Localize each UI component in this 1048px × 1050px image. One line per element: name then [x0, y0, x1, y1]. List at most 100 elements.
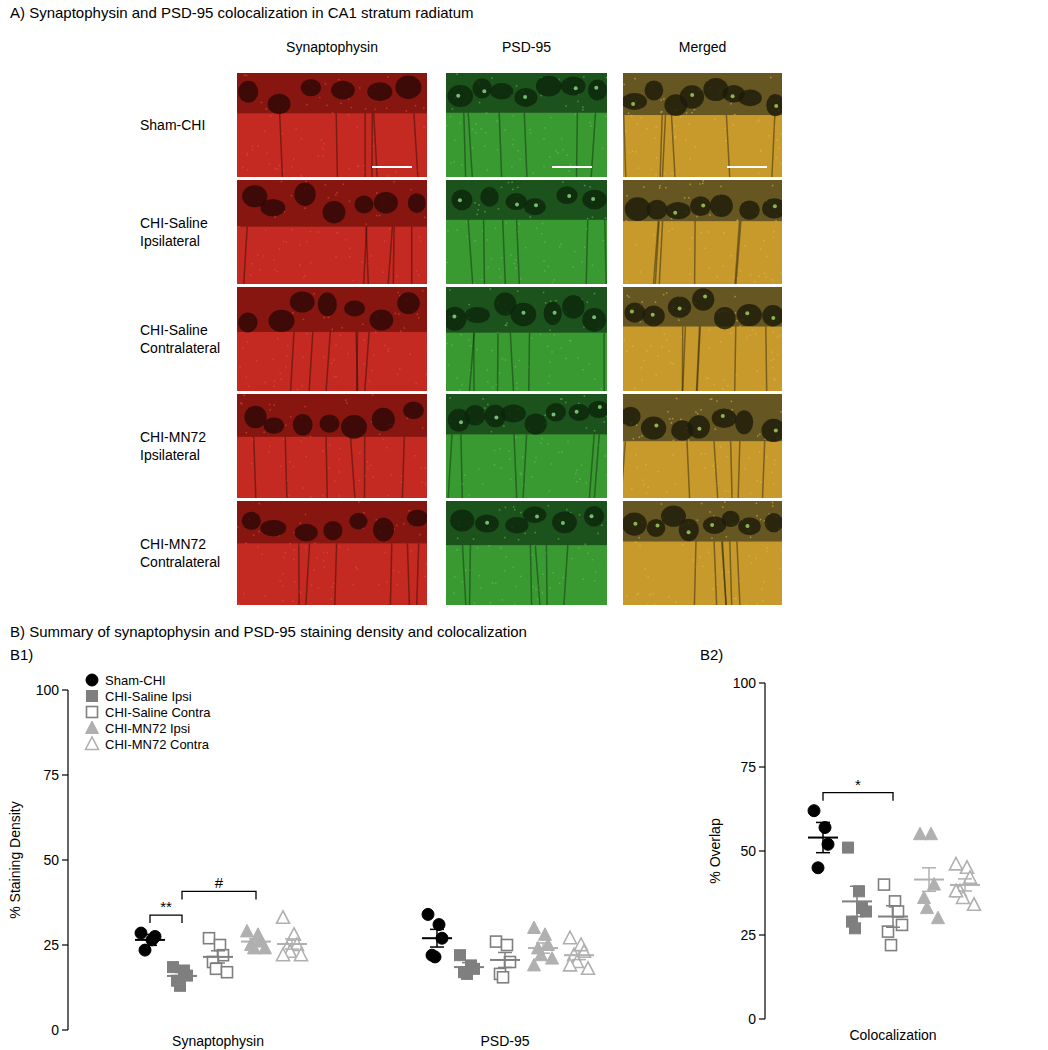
error-bar-cap: [816, 852, 830, 854]
speckle: [730, 333, 732, 335]
speckle: [265, 108, 267, 110]
dendrite: [503, 220, 506, 284]
speckle: [575, 473, 577, 475]
cell-body: [397, 292, 420, 314]
speckle: [328, 317, 330, 319]
column-header: Merged: [679, 39, 726, 55]
row-label: CHI-SalineContralateral: [140, 322, 220, 356]
speckle: [562, 577, 564, 579]
speckle: [778, 147, 780, 149]
dendrite: [483, 220, 485, 284]
speckle: [694, 109, 696, 111]
dendrite: [694, 221, 696, 284]
y-tick: [759, 850, 765, 851]
cell-body: [765, 513, 783, 532]
speckle: [513, 506, 515, 508]
legend-label: CHI-Saline Contra: [105, 705, 211, 720]
speckle: [727, 385, 729, 387]
data-point: [897, 919, 908, 930]
speckle: [492, 582, 494, 584]
speckle: [277, 338, 279, 340]
dendrite: [470, 333, 475, 391]
nucleolus: [721, 414, 725, 418]
micrograph-bg: [623, 180, 782, 284]
data-point: [843, 842, 854, 853]
y-tick: [62, 944, 68, 945]
speckle: [279, 165, 281, 167]
speckle: [586, 427, 588, 429]
speckle: [655, 137, 657, 139]
speckle: [293, 466, 295, 468]
speckle: [666, 292, 668, 294]
error-bar-cap: [462, 962, 476, 964]
speckle: [558, 538, 560, 540]
data-point: [491, 936, 502, 947]
speckle: [359, 480, 361, 482]
speckle: [334, 376, 336, 378]
speckle: [337, 232, 339, 234]
speckle: [490, 602, 492, 604]
speckle: [512, 189, 514, 191]
micrograph: [623, 180, 786, 285]
speckle: [755, 333, 757, 335]
speckle: [421, 467, 423, 469]
speckle: [639, 545, 641, 547]
speckle: [303, 487, 305, 489]
speckle: [728, 571, 730, 573]
speckle: [668, 596, 670, 598]
speckle: [374, 109, 376, 111]
speckle: [358, 165, 360, 167]
speckle: [357, 126, 359, 128]
cell-body: [473, 78, 492, 98]
cell-body: [738, 90, 761, 107]
cell-body: [372, 408, 395, 431]
speckle: [734, 114, 736, 116]
dendrite: [722, 542, 726, 606]
cell-body: [737, 304, 762, 326]
data-point: [502, 940, 513, 951]
error-bar-cap: [958, 890, 972, 892]
speckle: [629, 151, 631, 153]
speckle: [304, 208, 306, 210]
speckle: [645, 464, 647, 466]
speckle: [655, 127, 657, 129]
speckle: [386, 447, 388, 449]
speckle: [416, 270, 418, 272]
speckle: [543, 292, 545, 294]
chart: B1)0255075100% Staining DensitySynaptoph…: [7, 646, 595, 1049]
speckle: [708, 231, 710, 233]
speckle: [280, 465, 282, 467]
dendrite: [660, 115, 662, 177]
dendrite: [737, 542, 740, 606]
speckle: [638, 537, 640, 539]
speckle: [566, 358, 568, 360]
speckle: [724, 501, 726, 503]
speckle: [319, 97, 321, 99]
data-point: [168, 962, 179, 973]
dendrite: [326, 332, 330, 391]
significance-bracket: [823, 793, 893, 801]
speckle: [460, 334, 462, 336]
speckle: [375, 331, 377, 333]
nucleolus: [482, 89, 486, 93]
dendrite: [336, 113, 337, 177]
speckle: [466, 222, 468, 224]
speckle: [708, 378, 710, 380]
speckle: [362, 262, 364, 264]
micrograph-bg: [237, 394, 427, 498]
speckle: [447, 125, 449, 127]
speckle: [569, 340, 571, 342]
dendrite: [461, 434, 462, 498]
speckle: [626, 351, 628, 353]
speckle: [423, 126, 425, 128]
cell-body: [710, 194, 733, 217]
speckle: [706, 377, 708, 379]
cell-body: [451, 189, 472, 210]
category-label: Synaptophysin: [172, 1033, 264, 1049]
speckle: [333, 583, 335, 585]
data-point: [886, 940, 897, 951]
speckle: [628, 113, 630, 115]
speckle: [592, 217, 594, 219]
dendrite: [388, 227, 392, 284]
speckle: [624, 340, 626, 342]
